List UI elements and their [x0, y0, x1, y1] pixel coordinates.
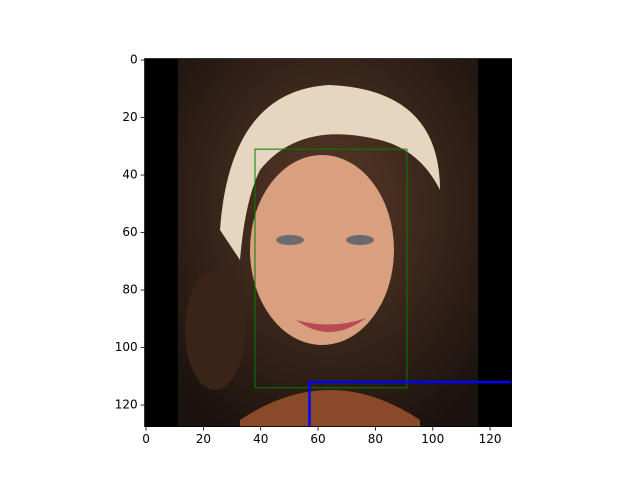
shoulders [240, 390, 420, 427]
x-tick-label: 60 [310, 432, 325, 446]
boxes [254, 148, 512, 427]
y-tick-label: 60 [122, 225, 137, 239]
y-tick-label: 80 [122, 283, 137, 297]
image [144, 58, 512, 427]
y-tick-label: 0 [130, 53, 138, 67]
x-tick-label: 80 [368, 432, 383, 446]
background-person [185, 270, 245, 390]
axes-frame [144, 58, 513, 427]
y-tick-label: 40 [122, 168, 137, 182]
bounding-box [254, 148, 408, 389]
bounding-box [308, 380, 512, 427]
hair [220, 85, 440, 260]
face [250, 155, 394, 345]
mouth [296, 318, 366, 333]
right-eye [346, 235, 374, 245]
x-tick-label: 0 [142, 432, 150, 446]
x-tick-label: 20 [196, 432, 211, 446]
y-tick-label: 20 [122, 110, 137, 124]
x-tick-label: 120 [479, 432, 502, 446]
x-tick-label: 100 [421, 432, 444, 446]
y-tick-label: 120 [115, 398, 138, 412]
left-eye [276, 235, 304, 245]
x-tick-label: 40 [253, 432, 268, 446]
y-tick-label: 100 [115, 340, 138, 354]
